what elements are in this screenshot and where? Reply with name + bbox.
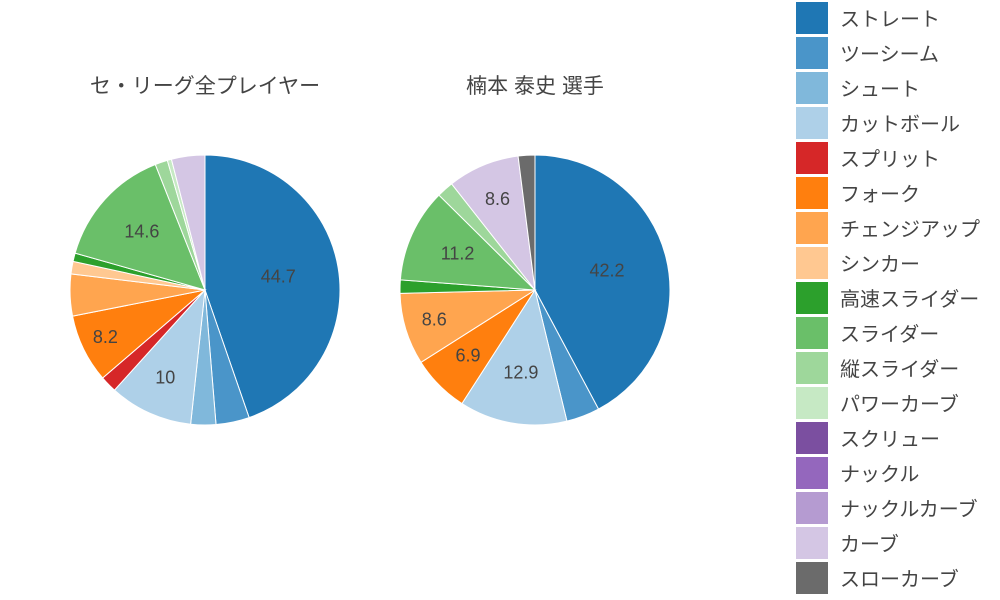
legend-row: ナックルカーブ [796,490,980,525]
legend-label: ナックルカーブ [840,493,978,522]
legend-label: スプリット [840,143,940,172]
legend-swatch [796,457,828,489]
legend-label: スローカーブ [840,563,959,592]
legend-row: ナックル [796,455,980,490]
legend-swatch [796,107,828,139]
legend-swatch [796,317,828,349]
legend-label: パワーカーブ [840,388,959,417]
legend-label: ツーシーム [840,38,939,67]
legend-label: 高速スライダー [840,283,979,312]
legend-label: チェンジアップ [840,213,980,242]
chart-container: セ・リーグ全プレイヤー楠本 泰史 選手 44.7108.214.642.212.… [0,0,1000,600]
legend-row: スプリット [796,140,980,175]
legend-row: 縦スライダー [796,350,980,385]
legend-swatch [796,2,828,34]
legend-swatch [796,562,828,594]
legend-swatch [796,72,828,104]
legend-label: ストレート [840,3,940,32]
legend-swatch [796,352,828,384]
legend-swatch [796,247,828,279]
legend-label: カットボール [840,108,960,137]
legend-label: スライダー [840,318,939,347]
legend-label: ナックル [840,458,919,487]
pie-slice-label: 6.9 [455,345,480,365]
pie-slice-label: 10 [155,367,175,387]
legend-row: ツーシーム [796,35,980,70]
legend-label: シュート [840,73,920,102]
legend-swatch [796,527,828,559]
legend-label: スクリュー [840,423,940,452]
legend-swatch [796,492,828,524]
pie-slice-label: 44.7 [261,266,296,286]
pie-slice-label: 42.2 [590,261,625,281]
legend-row: ストレート [796,0,980,35]
pie-slice-label: 8.6 [422,309,447,329]
legend-swatch [796,387,828,419]
legend-swatch [796,212,828,244]
legend-row: スローカーブ [796,560,980,595]
legend-row: シュート [796,70,980,105]
pie-slice-label: 8.6 [485,189,510,209]
legend-label: フォーク [840,178,920,207]
pie-slice-label: 11.2 [441,244,475,264]
legend-label: 縦スライダー [840,353,959,382]
legend-row: パワーカーブ [796,385,980,420]
legend-label: シンカー [840,248,920,277]
legend-row: 高速スライダー [796,280,980,315]
legend-row: チェンジアップ [796,210,980,245]
legend-swatch [796,282,828,314]
legend-swatch [796,37,828,69]
pie-slice-label: 12.9 [503,363,538,383]
pie-slice-label: 14.6 [124,222,159,242]
legend-swatch [796,177,828,209]
legend-row: カットボール [796,105,980,140]
legend-row: シンカー [796,245,980,280]
legend-row: スライダー [796,315,980,350]
legend: ストレートツーシームシュートカットボールスプリットフォークチェンジアップシンカー… [796,0,980,595]
pie-slice-label: 8.2 [93,327,118,347]
legend-swatch [796,142,828,174]
legend-swatch [796,422,828,454]
legend-label: カーブ [840,528,899,557]
legend-row: カーブ [796,525,980,560]
legend-row: フォーク [796,175,980,210]
legend-row: スクリュー [796,420,980,455]
